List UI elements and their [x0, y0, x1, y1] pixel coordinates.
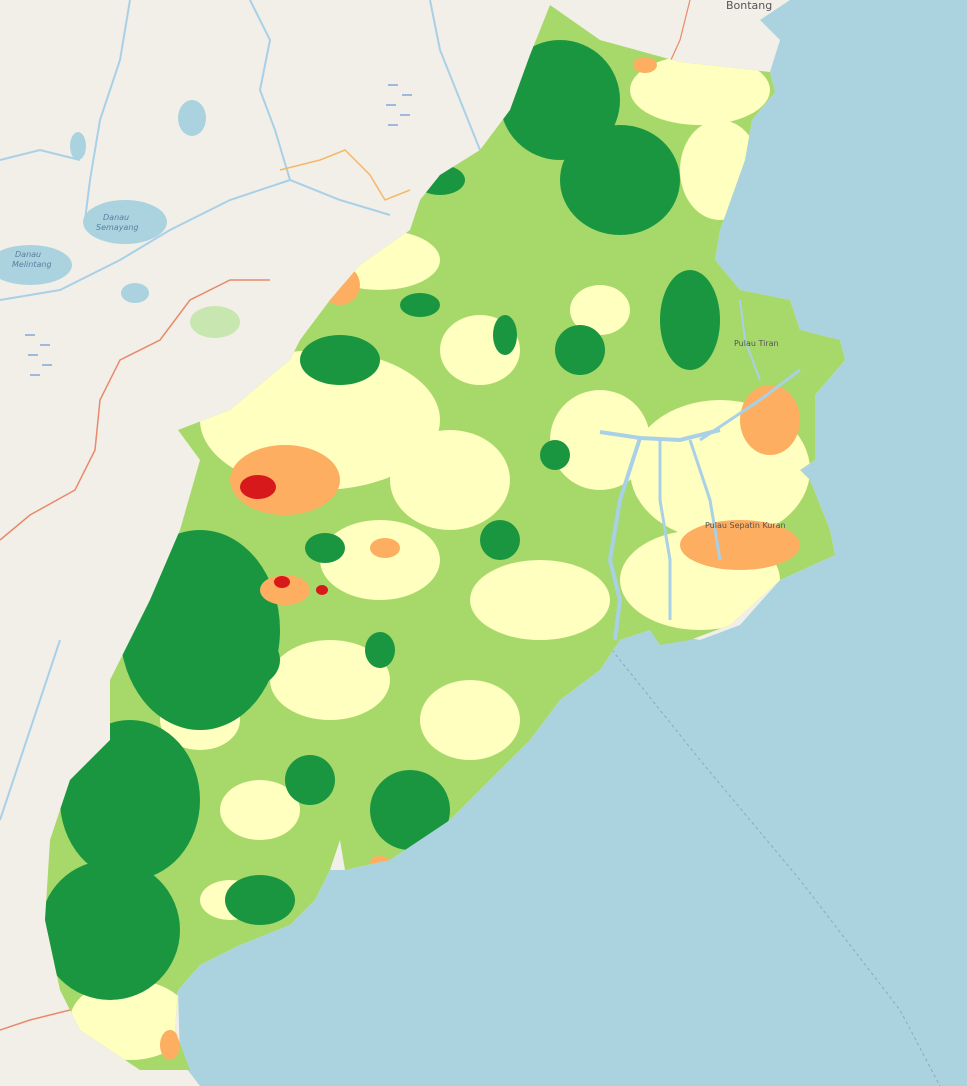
admin-boundary-3: [669, 0, 691, 63]
wetland-marks: [25, 84, 412, 376]
lake-small-2: [178, 100, 206, 136]
lake-small-1: [121, 283, 149, 303]
label-melintang: Melintang: [12, 260, 52, 269]
forest-patch: [190, 306, 240, 338]
label-bontang: Bontang: [726, 0, 772, 12]
rivers: [0, 0, 481, 821]
lake-semayang: [83, 200, 167, 244]
admin-boundary-2: [0, 1009, 71, 1031]
sea: [178, 0, 967, 1086]
label-delta-south: Pulau Sepatin Kuran: [705, 521, 786, 530]
label-danau-1: Danau: [103, 213, 129, 222]
label-semayang: Semayang: [96, 223, 138, 232]
label-delta-north: Pulau Tiran: [734, 339, 779, 348]
label-danau-2: Danau: [15, 250, 41, 259]
lake-small-3: [70, 132, 86, 160]
admin-boundary: [0, 279, 270, 541]
road: [279, 149, 411, 201]
lake-melintang: [0, 245, 72, 285]
